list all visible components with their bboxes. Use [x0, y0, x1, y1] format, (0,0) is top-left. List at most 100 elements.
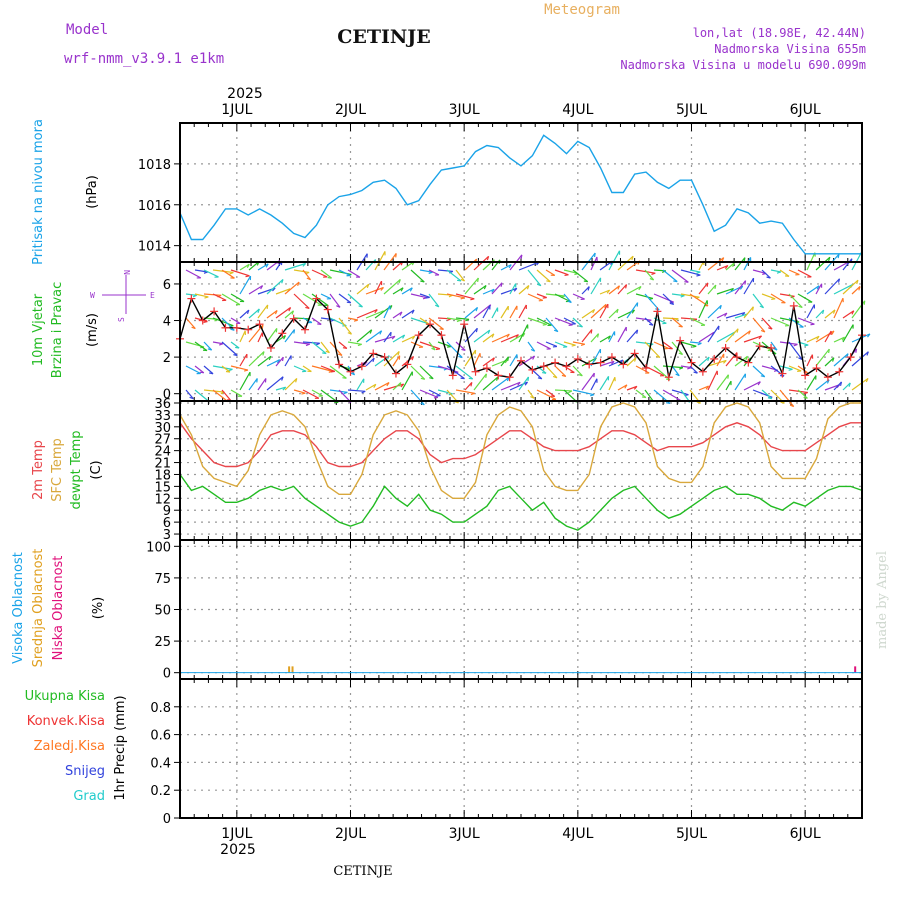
wind-arrow-head: [395, 253, 397, 258]
wind-arrow-head: [230, 328, 235, 331]
wind-arrow: [284, 378, 298, 391]
wind-arrow-head: [669, 302, 674, 306]
wind-arrow: [509, 354, 518, 367]
wind-arrow-head: [520, 254, 523, 259]
bar-cloud-0-0: [288, 666, 291, 673]
wind-arrow-head: [696, 401, 701, 404]
wind-arrow-head: [461, 348, 466, 351]
ytick-label-precip-3: 0.6: [150, 729, 171, 744]
cloud-title-low: Niska Oblacnost: [51, 556, 66, 661]
cloud-unit: (%): [91, 597, 106, 620]
wind-arrow-head: [460, 278, 465, 282]
bar-cloud-1-0: [854, 666, 857, 673]
wind-arrow: [797, 389, 808, 399]
wind-arrow-head: [532, 355, 536, 360]
wind-arrow: [455, 269, 466, 282]
wind-arrow: [347, 317, 358, 321]
wind-arrow: [266, 376, 284, 391]
wind-arrow: [644, 317, 654, 326]
wind-arrow: [266, 310, 278, 319]
wind-arrow-head: [758, 335, 763, 340]
wind-arrow-head: [204, 296, 209, 299]
ytick-label-pressure-0: 1014: [138, 240, 171, 255]
wind-arrow: [770, 317, 790, 327]
wind-arrow: [410, 293, 428, 299]
wind-arrow: [725, 328, 739, 343]
wind-arrow-head: [203, 320, 208, 323]
wind-arrow-head: [513, 287, 518, 292]
wind-arrow-head: [655, 355, 661, 359]
wind-arrow: [608, 331, 616, 343]
ytick-label-wind-0: 0: [163, 388, 171, 403]
wind-arrow: [806, 285, 820, 295]
wind-arrow-head: [276, 359, 281, 364]
wind-arrow: [257, 355, 272, 367]
wind-arrow-head: [398, 279, 401, 284]
wind-arrow: [446, 293, 465, 299]
wind-arrow: [617, 284, 627, 295]
data-series: [176, 134, 866, 819]
wind-arrow: [734, 257, 746, 271]
wind-arrow-head: [593, 252, 596, 258]
series-line-temperature-0: [179, 422, 862, 468]
wind-arrow: [293, 389, 306, 394]
wind-arrow: [644, 341, 661, 358]
wind-arrow: [518, 285, 530, 295]
wind-arrow: [833, 336, 845, 343]
wind-arrow-head: [336, 305, 341, 308]
wind-arrow: [707, 284, 717, 295]
wind-arrow-head: [634, 357, 637, 362]
wind-arrow: [230, 365, 249, 371]
wind-arrow-head: [281, 376, 284, 381]
wind-arrow: [419, 341, 441, 350]
wind-arrow: [221, 293, 241, 306]
wind-vectors: [185, 250, 871, 408]
wind-arrow: [644, 293, 660, 311]
wind-arrow-head: [305, 343, 311, 347]
wind-arrow: [383, 331, 392, 343]
wind-arrow-head: [856, 279, 859, 285]
temp-title-2m: 2m Temp: [31, 440, 46, 500]
wind-arrow-head: [391, 335, 396, 340]
wind-arrow: [185, 389, 194, 400]
wind-arrow: [311, 269, 328, 278]
wind-arrow: [401, 309, 415, 319]
wind-arrow-head: [281, 356, 284, 362]
wind-arrow: [392, 382, 402, 391]
wind-arrow: [194, 269, 208, 273]
wind-arrow: [581, 329, 593, 343]
wind-arrow-head: [855, 348, 858, 353]
wind-arrow: [509, 381, 528, 391]
wind-arrow: [500, 305, 509, 319]
wind-arrow-head: [322, 352, 327, 355]
wind-arrow: [815, 348, 830, 367]
wind-arrow-head: [429, 377, 434, 380]
wind-arrow: [698, 300, 708, 319]
wind-arrow: [419, 293, 430, 298]
wind-arrow: [815, 256, 831, 271]
wind-arrow-head: [743, 257, 746, 262]
wind-arrow-head: [826, 379, 830, 384]
wind-arrow: [284, 310, 294, 319]
wind-arrow: [275, 356, 284, 367]
wind-arrow: [671, 269, 689, 283]
wind-arrow-head: [475, 328, 478, 333]
wind-arrow: [734, 280, 747, 295]
wind-arrow: [743, 257, 752, 271]
wind-arrow-head: [456, 319, 461, 323]
day-label-top-3: 4JUL: [562, 102, 593, 118]
wind-arrow: [563, 317, 576, 325]
wind-arrow-head: [199, 371, 204, 374]
wind-arrow-head: [741, 312, 746, 316]
wind-arrow: [554, 317, 573, 326]
wind-arrow: [212, 293, 227, 301]
wind-arrow-head: [346, 301, 351, 304]
wind-arrow: [356, 309, 378, 319]
wind-arrow: [284, 262, 306, 271]
wind-arrow-head: [724, 312, 728, 317]
wind-arrow-head: [687, 367, 692, 370]
wind-arrow-head: [625, 284, 628, 289]
wind-arrow-head: [302, 263, 307, 267]
wind-arrow: [329, 365, 347, 379]
wind-arrow: [590, 303, 607, 319]
